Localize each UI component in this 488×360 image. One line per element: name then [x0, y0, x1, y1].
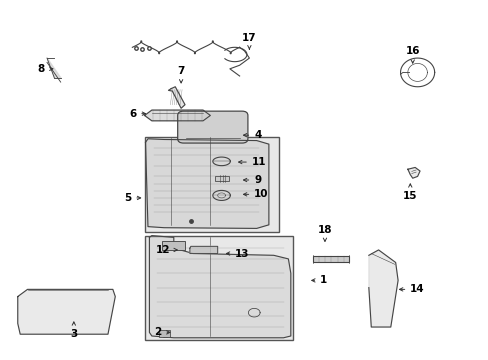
Text: 9: 9 — [243, 175, 261, 185]
Polygon shape — [168, 87, 184, 108]
Bar — [144, 137, 278, 232]
Text: 17: 17 — [242, 33, 256, 49]
Polygon shape — [145, 139, 268, 228]
Bar — [144, 235, 293, 339]
Polygon shape — [407, 167, 419, 178]
Text: 2: 2 — [154, 327, 170, 337]
Text: 1: 1 — [311, 275, 326, 285]
Text: 14: 14 — [399, 284, 424, 294]
Text: 7: 7 — [177, 66, 184, 83]
Text: 18: 18 — [317, 225, 331, 242]
Text: 13: 13 — [226, 248, 249, 258]
Polygon shape — [144, 110, 210, 121]
Text: 4: 4 — [243, 130, 261, 140]
Text: 10: 10 — [243, 189, 268, 199]
Polygon shape — [189, 246, 217, 253]
Polygon shape — [149, 235, 290, 338]
Text: 6: 6 — [129, 109, 145, 119]
Text: 15: 15 — [402, 184, 417, 201]
Text: 16: 16 — [405, 46, 419, 63]
Text: 12: 12 — [156, 245, 177, 255]
Bar — [215, 176, 228, 181]
Polygon shape — [18, 289, 115, 334]
Text: 5: 5 — [124, 193, 141, 203]
Bar — [159, 330, 169, 337]
FancyBboxPatch shape — [177, 111, 247, 143]
Text: 8: 8 — [37, 64, 53, 74]
Polygon shape — [368, 250, 397, 327]
Text: 3: 3 — [70, 322, 77, 339]
Bar — [312, 256, 348, 262]
Bar — [161, 241, 184, 250]
Text: 11: 11 — [238, 157, 266, 167]
